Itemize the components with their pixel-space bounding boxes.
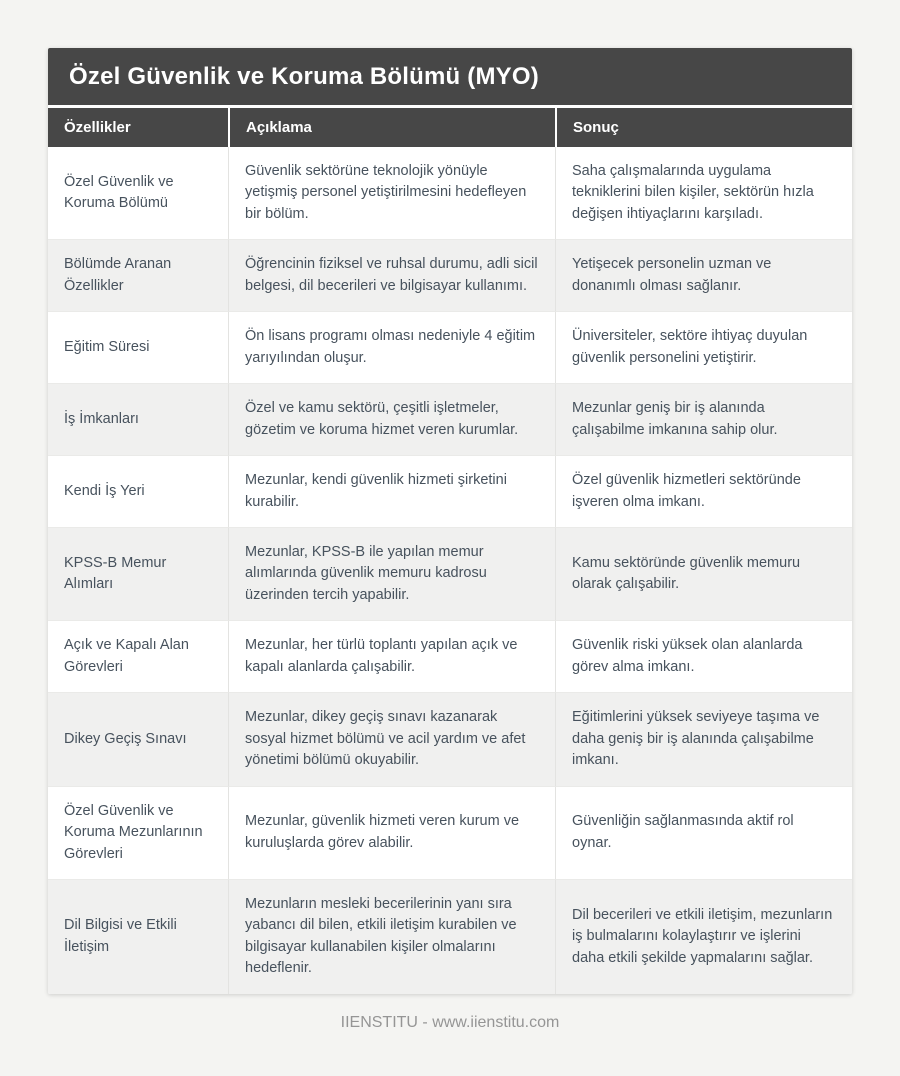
column-header-aciklama: Açıklama xyxy=(228,105,555,147)
result-cell: Üniversiteler, sektöre ihtiyaç duyulan g… xyxy=(555,311,852,384)
table-row: Özel Güvenlik ve Koruma Bölümü Güvenlik … xyxy=(48,147,852,240)
feature-cell: Açık ve Kapalı Alan Görevleri xyxy=(48,620,228,693)
feature-cell: Dil Bilgisi ve Etkili İletişim xyxy=(48,878,228,994)
description-cell: Öğrencinin fiziksel ve ruhsal durumu, ad… xyxy=(228,239,555,312)
feature-cell: Özel Güvenlik ve Koruma Mezunlarının Gör… xyxy=(48,785,228,879)
result-cell: Dil becerileri ve etkili iletişim, mezun… xyxy=(555,878,852,994)
table-row: Bölümde Aranan Özellikler Öğrencinin fiz… xyxy=(48,239,852,312)
feature-cell: İş İmkanları xyxy=(48,383,228,456)
result-cell: Güvenlik riski yüksek olan alanlarda gör… xyxy=(555,620,852,693)
result-cell: Özel güvenlik hizmetleri sektöründe işve… xyxy=(555,455,852,527)
feature-cell: Dikey Geçiş Sınavı xyxy=(48,692,228,786)
column-header-sonuc: Sonuç xyxy=(555,105,852,147)
table-row: Kendi İş Yeri Mezunlar, kendi güvenlik h… xyxy=(48,455,852,527)
footer-credit: IIENSTITU - www.iienstitu.com xyxy=(340,1013,560,1031)
info-table: Özellikler Açıklama Sonuç Özel Güvenlik … xyxy=(48,105,852,994)
table-row: Dikey Geçiş Sınavı Mezunlar, dikey geçiş… xyxy=(48,692,852,786)
result-cell: Eğitimlerini yüksek seviyeye taşıma ve d… xyxy=(555,692,852,786)
description-cell: Ön lisans programı olması nedeniyle 4 eğ… xyxy=(228,311,555,384)
description-cell: Mezunlar, güvenlik hizmeti veren kurum v… xyxy=(228,785,555,879)
result-cell: Yetişecek personelin uzman ve donanımlı … xyxy=(555,239,852,312)
result-cell: Kamu sektöründe güvenlik memuru olarak ç… xyxy=(555,526,852,621)
description-cell: Güvenlik sektörüne teknolojik yönüyle ye… xyxy=(228,147,555,240)
feature-cell: Özel Güvenlik ve Koruma Bölümü xyxy=(48,147,228,240)
description-cell: Mezunlar, kendi güvenlik hizmeti şirketi… xyxy=(228,455,555,527)
description-cell: Mezunlar, KPSS-B ile yapılan memur alıml… xyxy=(228,526,555,621)
description-cell: Mezunlar, her türlü toplantı yapılan açı… xyxy=(228,620,555,693)
feature-cell: Kendi İş Yeri xyxy=(48,455,228,527)
info-table-card: Özel Güvenlik ve Koruma Bölümü (MYO) Öze… xyxy=(48,48,852,994)
description-cell: Özel ve kamu sektörü, çeşitli işletmeler… xyxy=(228,383,555,456)
feature-cell: Bölümde Aranan Özellikler xyxy=(48,239,228,312)
description-cell: Mezunlar, dikey geçiş sınavı kazanarak s… xyxy=(228,692,555,786)
result-cell: Mezunlar geniş bir iş alanında çalışabil… xyxy=(555,383,852,456)
feature-cell: Eğitim Süresi xyxy=(48,311,228,384)
description-cell: Mezunların mesleki becerilerinin yanı sı… xyxy=(228,878,555,994)
table-row: İş İmkanları Özel ve kamu sektörü, çeşit… xyxy=(48,383,852,456)
column-header-ozellikler: Özellikler xyxy=(48,105,228,147)
header-row: Özellikler Açıklama Sonuç xyxy=(48,105,852,147)
table-row: Özel Güvenlik ve Koruma Mezunlarının Gör… xyxy=(48,785,852,879)
page-title: Özel Güvenlik ve Koruma Bölümü (MYO) xyxy=(48,48,852,105)
table-row: Eğitim Süresi Ön lisans programı olması … xyxy=(48,311,852,384)
table-row: Açık ve Kapalı Alan Görevleri Mezunlar, … xyxy=(48,620,852,693)
table-row: Dil Bilgisi ve Etkili İletişim Mezunları… xyxy=(48,878,852,994)
feature-cell: KPSS-B Memur Alımları xyxy=(48,526,228,621)
result-cell: Saha çalışmalarında uygulama tekniklerin… xyxy=(555,147,852,240)
table-row: KPSS-B Memur Alımları Mezunlar, KPSS-B i… xyxy=(48,526,852,621)
result-cell: Güvenliğin sağlanmasında aktif rol oynar… xyxy=(555,785,852,879)
